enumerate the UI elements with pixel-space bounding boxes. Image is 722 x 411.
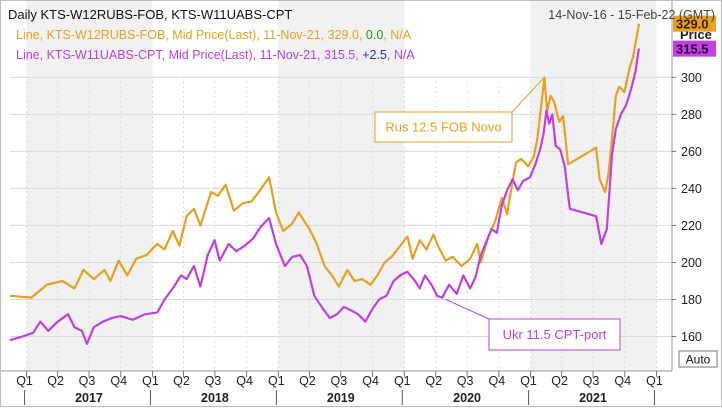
x-tick-label: Q4	[362, 374, 379, 388]
y-tick-label: 220	[681, 219, 702, 233]
year-label: 2020	[453, 391, 481, 405]
year-bands	[26, 1, 657, 371]
x-tick-label: Q4	[236, 374, 253, 388]
x-tick-label: Q4	[488, 374, 505, 388]
legend-rus-sep: ,	[383, 28, 390, 42]
time-axis-ticks: Q1 Q2 Q3 Q4 Q1 Q2 Q3 Q4 Q1 Q2 Q3 Q4 Q1 Q2 Q3 Q4 Q1 Q2 Q3 Q4…	[16, 371, 663, 388]
x-tick-label: Q1	[142, 374, 159, 388]
annotation-label: Rus 12.5 FOB Novo	[385, 120, 501, 135]
y-tick-label: 300	[681, 71, 702, 85]
legend-ukr-text: Line, KTS-W11UABS-CPT, Mid Price(Last), …	[16, 48, 362, 62]
legend-ukr: Line, KTS-W11UABS-CPT, Mid Price(Last), …	[16, 48, 415, 62]
legend-rus-status: N/A	[390, 28, 412, 42]
y-tick-label: 280	[681, 108, 702, 122]
last-value-labels: 329.0 315.5	[673, 15, 716, 57]
legend-ukr-sep: ,	[387, 48, 394, 62]
x-tick-label: Q2	[299, 374, 316, 388]
annotation-leader	[445, 299, 490, 320]
x-tick-label: Q3	[205, 374, 222, 388]
x-tick-label: Q1	[394, 374, 411, 388]
x-tick-label: Q2	[47, 374, 64, 388]
x-tick-label: Q1	[16, 374, 33, 388]
y-tick-label: 160	[681, 330, 702, 344]
year-label: 2017	[75, 391, 103, 405]
x-tick-label: Q2	[425, 374, 442, 388]
rus-series-line	[9, 23, 640, 299]
rus-last-value: 329.0	[676, 17, 709, 32]
y-tick-label: 180	[681, 293, 702, 307]
year-label: 2019	[327, 391, 355, 405]
year-label: 2018	[201, 391, 229, 405]
price-axis-ticks: 160 180 200 220 240 260 280 300	[672, 71, 702, 344]
x-tick-label: Q1	[268, 374, 285, 388]
annotation-box	[488, 318, 621, 351]
y-tick-label: 260	[681, 145, 702, 159]
annotation-label: Ukr 11.5 CPT-port	[503, 327, 607, 342]
legend-ukr-change: +2.5	[362, 48, 387, 62]
auto-scale-label: Auto	[686, 353, 711, 367]
chart-annotations: Rus 12.5 FOB Novo Ukr 11.5 CPT-port	[374, 76, 621, 351]
legend-rus-text: Line, KTS-W12RUBS-FOB, Mid Price(Last), …	[16, 28, 366, 42]
year-label: 2021	[579, 391, 607, 405]
x-tick-label: Q2	[173, 374, 190, 388]
x-tick-label: Q3	[583, 374, 600, 388]
x-tick-label: Q3	[330, 374, 347, 388]
legend-rus: Line, KTS-W12RUBS-FOB, Mid Price(Last), …	[16, 28, 412, 42]
rus-last-value-box	[673, 15, 716, 32]
x-tick-label: Q4	[110, 374, 127, 388]
year-band	[26, 1, 153, 371]
year-band	[530, 1, 657, 371]
y-tick-label: 200	[681, 256, 702, 270]
x-tick-label: Q3	[79, 374, 96, 388]
date-range: 14-Nov-16 - 15-Feb-22 (GMT)	[548, 8, 715, 22]
series-lines	[9, 23, 640, 345]
x-tick-label: Q3	[457, 374, 474, 388]
ukr-last-value-box	[673, 40, 716, 57]
x-tick-label: Q1	[520, 374, 537, 388]
x-tick-label: Q1	[646, 374, 663, 388]
ukr-last-value: 315.5	[676, 42, 709, 57]
annotation-box	[374, 111, 513, 143]
auto-scale-button[interactable]	[678, 350, 718, 368]
annotation-leader	[511, 76, 545, 113]
legend-ukr-status: N/A	[394, 48, 416, 62]
x-tick-label: Q4	[614, 374, 631, 388]
legend-rus-change: 0.0	[366, 28, 383, 42]
x-tick-label: Q2	[551, 374, 568, 388]
year-labels: 2017 2018 2019 2020 2021	[24, 390, 655, 405]
ukr-series-line	[9, 48, 640, 345]
chart-title: Daily KTS-W12RUBS-FOB, KTS-W11UABS-CPT	[8, 7, 292, 22]
y-tick-label: 240	[681, 182, 702, 196]
